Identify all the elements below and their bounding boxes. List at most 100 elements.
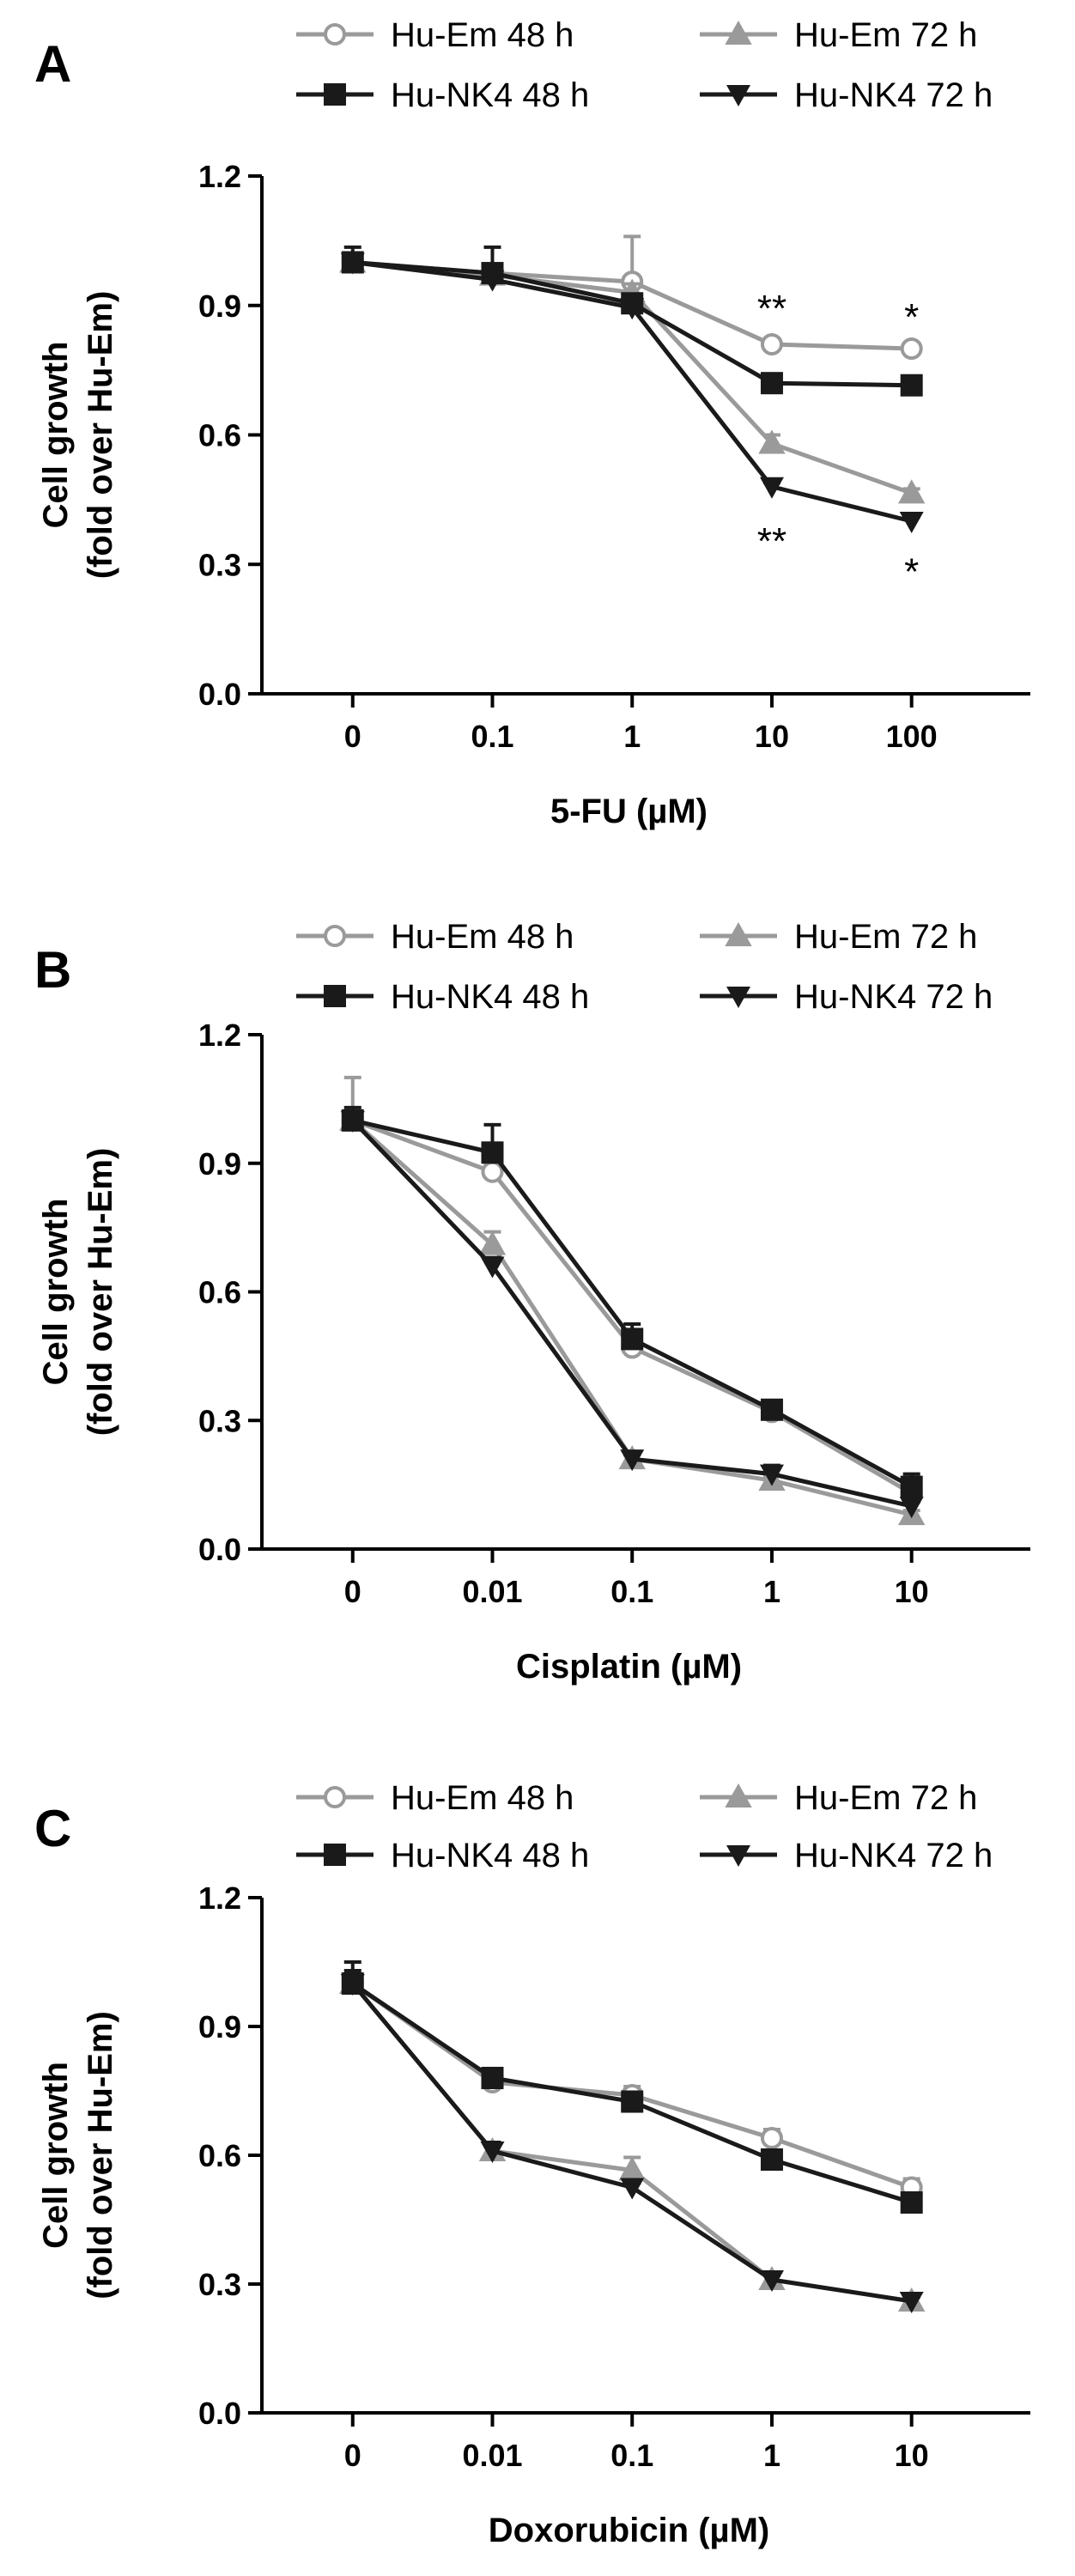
series-hu-nk4-48-h bbox=[341, 1105, 923, 1498]
y-axis-label-line: Cell growth bbox=[37, 2062, 75, 2249]
x-tick-label: 0.1 bbox=[610, 2438, 653, 2473]
y-tick-label: 1.2 bbox=[198, 1018, 241, 1053]
y-axis-label: Cell growth (fold over Hu-Em) bbox=[37, 291, 119, 580]
significance-marker: ** bbox=[757, 520, 787, 562]
legend-label: Hu-NK4 48 h bbox=[391, 1837, 589, 1874]
data-point bbox=[900, 2191, 923, 2214]
legend-entry: Hu-NK4 48 h bbox=[296, 76, 589, 114]
legend-marker bbox=[324, 83, 346, 106]
data-point bbox=[899, 512, 924, 533]
y-axis-label-line: Cell growth bbox=[37, 342, 75, 529]
panel-letter: C bbox=[34, 1800, 71, 1857]
legend-label: Hu-NK4 72 h bbox=[794, 76, 993, 114]
legend-marker bbox=[324, 1844, 346, 1866]
y-tick-label: 0.0 bbox=[198, 1532, 241, 1567]
legend-entry: Hu-Em 72 h bbox=[700, 918, 977, 956]
legend-label: Hu-Em 72 h bbox=[794, 1779, 977, 1817]
data-point bbox=[340, 252, 365, 275]
x-tick-label: 0.1 bbox=[610, 1574, 653, 1609]
y-tick-label: 0.9 bbox=[198, 2009, 241, 2044]
data-point bbox=[478, 1230, 507, 1255]
panel-b: B 0.0 0.3 0.6 0.9 1.2 0 0.01 0.1 1 10 Cisplatin (µM… bbox=[34, 918, 1030, 1686]
x-tick-label: 1 bbox=[763, 1574, 780, 1609]
data-point bbox=[480, 270, 505, 292]
legend-entry: Hu-NK4 72 h bbox=[700, 1837, 993, 1874]
series-hu-nk4-72-h bbox=[340, 1109, 924, 1519]
significance-marker: * bbox=[904, 550, 919, 592]
y-axis-label-line: (fold over Hu-Em) bbox=[82, 1148, 119, 1437]
data-point bbox=[620, 2178, 645, 2200]
panel-c: C 0.0 0.3 0.6 0.9 1.2 0 0.01 0.1 1 10 Doxorubicin (… bbox=[34, 1779, 1030, 2549]
y-tick-label: 0.6 bbox=[198, 1275, 241, 1310]
data-point bbox=[899, 1497, 924, 1519]
x-tick-label: 1 bbox=[763, 2438, 780, 2473]
y-axis-label-line: (fold over Hu-Em) bbox=[82, 2011, 119, 2300]
data-point bbox=[481, 2067, 504, 2089]
series-hu-em-48-h bbox=[341, 1075, 923, 1505]
data-point bbox=[340, 1974, 365, 1996]
series-hu-nk4-72-h bbox=[340, 1969, 924, 2313]
x-axis-label: Doxorubicin (µM) bbox=[489, 2512, 769, 2549]
legend-marker bbox=[324, 985, 346, 1007]
legend-marker bbox=[726, 1845, 750, 1867]
data-point bbox=[760, 1398, 783, 1421]
legend-label: Hu-Em 48 h bbox=[391, 1779, 574, 1817]
series-line bbox=[352, 1118, 913, 1489]
x-tick-label: 0.01 bbox=[462, 1574, 522, 1609]
data-point bbox=[481, 1141, 504, 1164]
panel-letter: B bbox=[34, 941, 71, 999]
data-point bbox=[481, 1160, 504, 1183]
y-tick-label: 0.0 bbox=[198, 2396, 241, 2431]
legend-label: Hu-Em 48 h bbox=[391, 918, 574, 956]
y-tick-label: 0.6 bbox=[198, 418, 241, 453]
y-tick-label: 1.2 bbox=[198, 159, 241, 194]
series-line bbox=[351, 1118, 913, 1496]
legend-entry: Hu-NK4 48 h bbox=[296, 1837, 589, 1874]
x-tick-label: 0 bbox=[344, 2438, 361, 2473]
x-tick-label: 0 bbox=[344, 1574, 361, 1609]
legend-label: Hu-NK4 48 h bbox=[391, 76, 589, 114]
legend-entry: Hu-NK4 72 h bbox=[700, 76, 993, 114]
legend-marker bbox=[324, 925, 346, 947]
data-point bbox=[760, 2127, 783, 2149]
x-tick-label: 100 bbox=[886, 719, 938, 754]
data-point bbox=[621, 1327, 644, 1351]
legend-marker bbox=[725, 20, 752, 45]
legend-entry: Hu-NK4 48 h bbox=[296, 978, 589, 1016]
legend-label: Hu-Em 72 h bbox=[794, 16, 977, 54]
y-tick-label: 0.0 bbox=[198, 677, 241, 712]
x-tick-label: 1 bbox=[623, 719, 641, 754]
y-tick-label: 0.9 bbox=[198, 1146, 241, 1182]
data-point bbox=[759, 2270, 784, 2292]
series-hu-em-72-h bbox=[339, 1969, 926, 2312]
series-hu-nk4-72-h bbox=[340, 252, 924, 533]
y-tick-label: 0.3 bbox=[198, 2267, 241, 2302]
y-tick-label: 0.9 bbox=[198, 289, 241, 324]
data-point bbox=[340, 1110, 365, 1133]
data-point bbox=[900, 374, 923, 397]
y-tick-label: 0.3 bbox=[198, 1403, 241, 1438]
y-axis-label-line: Cell growth bbox=[37, 1199, 75, 1386]
legend-label: Hu-NK4 72 h bbox=[794, 978, 993, 1016]
series-hu-em-72-h bbox=[339, 248, 926, 504]
x-axis-label: Cisplatin (µM) bbox=[516, 1648, 742, 1686]
legend-label: Hu-NK4 72 h bbox=[794, 1837, 993, 1874]
legend-entry: Hu-Em 72 h bbox=[700, 16, 977, 54]
y-axis-label: Cell growth (fold over Hu-Em) bbox=[37, 2011, 119, 2300]
legend-marker bbox=[725, 1783, 752, 1807]
significance-marker: ** bbox=[757, 288, 787, 330]
data-point bbox=[760, 332, 783, 355]
legend-marker bbox=[324, 23, 346, 46]
panel-a: A 0.0 0.3 0.6 0.9 1.2 0 0.1 1 10 100 5-FU (µM) Cell … bbox=[34, 16, 1030, 830]
legend-label: Hu-Em 72 h bbox=[794, 918, 977, 956]
panel-letter: A bbox=[34, 35, 71, 93]
data-point bbox=[760, 372, 783, 395]
legend-entry: Hu-Em 48 h bbox=[296, 1779, 574, 1817]
x-tick-label: 0.1 bbox=[471, 719, 513, 754]
x-axis-label: 5-FU (µM) bbox=[550, 793, 708, 830]
data-point bbox=[620, 298, 645, 320]
x-tick-label: 0 bbox=[344, 719, 361, 754]
legend-marker bbox=[726, 85, 750, 106]
legend-marker bbox=[725, 921, 752, 946]
